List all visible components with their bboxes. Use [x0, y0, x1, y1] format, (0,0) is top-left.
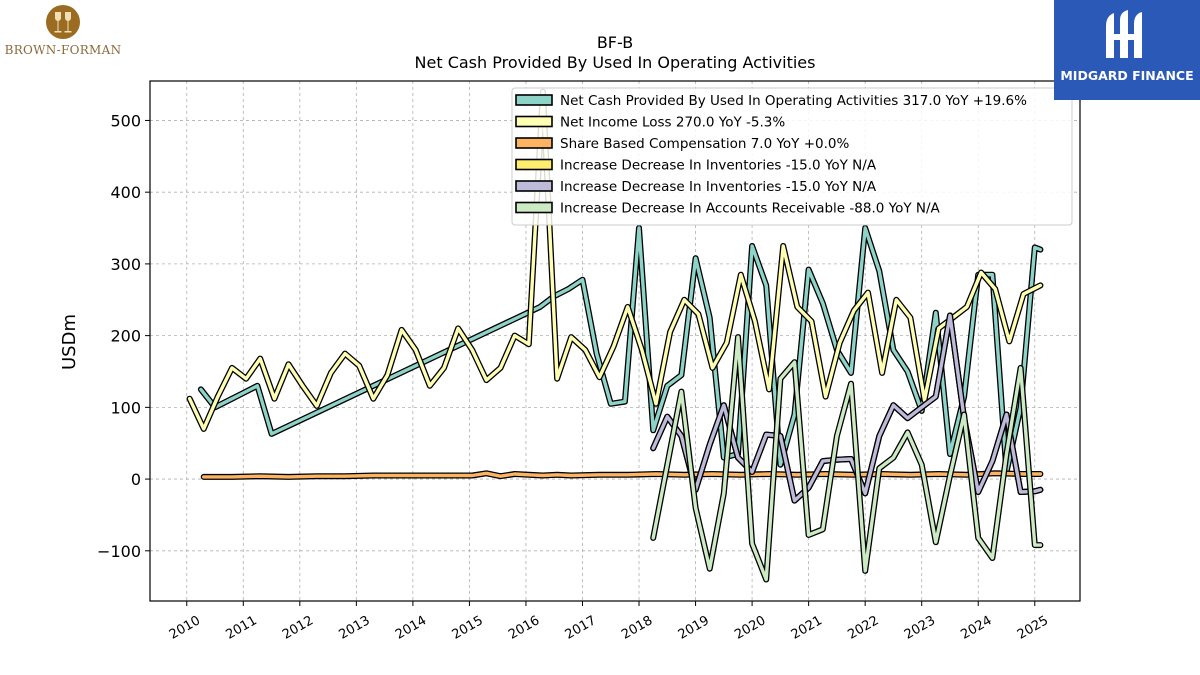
y-tick-label: 200	[110, 327, 141, 346]
axes-frame	[149, 80, 1081, 602]
series-line-5	[650, 312, 1044, 504]
y-tick-label: 100	[110, 398, 141, 417]
x-tick-label: 2010	[167, 613, 203, 643]
series-line-3	[200, 470, 1044, 480]
legend-label: Net Cash Provided By Used In Operating A…	[560, 93, 1027, 109]
wine-glasses-icon	[46, 5, 80, 39]
chart-subtitle: Net Cash Provided By Used In Operating A…	[415, 53, 816, 72]
series-stroke	[202, 471, 1043, 479]
midgard-finance-logo: MIDGARD FINANCE	[1054, 0, 1200, 100]
y-tick-label: 400	[110, 183, 141, 202]
legend-box	[511, 87, 1073, 226]
x-tick-label: 2019	[676, 613, 712, 643]
x-tick-label: 2016	[506, 613, 542, 643]
x-tick-label: 2023	[902, 613, 938, 643]
x-tick-label: 2013	[337, 613, 373, 643]
y-axis-label: USDm	[59, 314, 80, 370]
series-lines	[186, 88, 1044, 583]
legend-label: Share Based Compensation 7.0 YoY +0.0%	[560, 136, 849, 152]
legend-swatch	[515, 115, 553, 128]
legend-swatch	[515, 158, 553, 171]
x-tick-label: 2012	[280, 613, 316, 643]
chart-title: BF-B	[597, 33, 633, 52]
legend-swatch	[515, 137, 553, 149]
x-tick-label: 2018	[619, 613, 655, 643]
legend-swatch	[515, 201, 553, 214]
x-tick-label: 2024	[958, 613, 994, 643]
x-tick-label: 2014	[393, 613, 429, 643]
x-tick-label: 2011	[223, 613, 259, 643]
legend-swatch	[515, 94, 553, 106]
legend-label: Increase Decrease In Inventories -15.0 Y…	[560, 158, 877, 174]
legend-label: Increase Decrease In Inventories -15.0 Y…	[560, 179, 877, 195]
x-tick-label: 2017	[563, 613, 599, 643]
legend-label: Net Income Loss 270.0 YoY -5.3%	[560, 115, 785, 131]
x-tick-label: 2021	[789, 613, 825, 643]
brown-forman-logo: BROWN-FORMAN	[0, 0, 130, 70]
legend: Net Cash Provided By Used In Operating A…	[511, 87, 1073, 226]
legend-label: Increase Decrease In Accounts Receivable…	[560, 201, 941, 217]
midgard-m-icon	[1106, 10, 1142, 58]
brown-forman-wordmark: BROWN-FORMAN	[4, 43, 122, 57]
x-tick-label: 2022	[845, 613, 881, 643]
series-stroke	[187, 90, 1043, 431]
midgard-finance-wordmark: MIDGARD FINANCE	[1060, 68, 1194, 83]
x-tick-label: 2015	[450, 613, 486, 643]
series-stroke	[651, 313, 1043, 503]
series-line-2	[186, 88, 1044, 432]
series-line-6	[650, 334, 1044, 583]
y-tick-label: 300	[110, 255, 141, 274]
x-tick-label: 2025	[1015, 613, 1051, 643]
series-stroke	[651, 335, 1043, 582]
y-tick-label: 500	[110, 111, 141, 130]
legend-swatch	[515, 180, 553, 192]
y-tick-label: −100	[97, 542, 141, 561]
y-tick-label: 0	[131, 470, 141, 489]
x-tick-label: 2020	[732, 613, 768, 643]
